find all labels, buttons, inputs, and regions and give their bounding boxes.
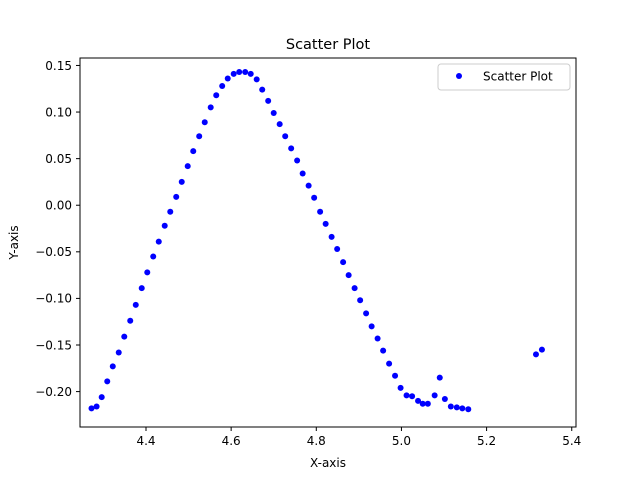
data-point (270, 109, 277, 116)
data-point (282, 133, 289, 140)
data-point (415, 397, 422, 404)
data-point (219, 82, 226, 89)
data-point (93, 403, 100, 410)
data-point (436, 374, 443, 381)
data-point (322, 220, 329, 227)
x-axis-ticks: 4.4 4.6 4.8 5.0 5.2 5.4 (136, 427, 581, 448)
data-point (459, 405, 466, 412)
data-point (236, 68, 243, 75)
data-point (288, 145, 295, 152)
data-point (368, 323, 375, 330)
x-tick-label: 4.4 (136, 434, 155, 448)
data-point (392, 372, 399, 379)
chart-title: Scatter Plot (286, 37, 371, 53)
data-point (380, 347, 387, 354)
data-point (178, 178, 185, 185)
plot-area-frame (79, 57, 577, 428)
y-tick-label: 0.10 (45, 105, 72, 119)
legend-entry-label: Scatter Plot (483, 70, 553, 84)
legend: Scatter Plot (437, 63, 571, 91)
data-point (98, 394, 105, 401)
data-point (351, 285, 358, 292)
data-point (305, 182, 312, 189)
y-tick-label: 0.15 (45, 59, 72, 73)
points-layer (88, 68, 545, 413)
data-point (155, 238, 162, 245)
data-point (265, 97, 272, 104)
data-point (357, 297, 364, 304)
data-point (340, 259, 347, 266)
y-tick-label: −0.05 (35, 245, 72, 259)
legend-marker (456, 73, 462, 79)
data-point (144, 269, 151, 276)
data-point (441, 396, 448, 403)
data-point (207, 104, 214, 111)
data-point (224, 75, 231, 82)
data-point (184, 163, 191, 170)
data-point (345, 272, 352, 279)
data-point (403, 392, 410, 399)
data-point (196, 133, 203, 140)
data-point (317, 208, 324, 215)
y-axis-label: Y-axis (7, 225, 21, 260)
data-point (167, 208, 174, 215)
data-point (230, 70, 237, 77)
data-point (190, 148, 197, 155)
data-point (532, 351, 539, 358)
x-tick-label: 5.4 (562, 434, 581, 448)
x-tick-label: 4.8 (307, 434, 326, 448)
data-point (334, 246, 341, 253)
data-point (276, 121, 283, 128)
y-tick-label: −0.10 (35, 292, 72, 306)
data-point (150, 253, 157, 260)
data-point (431, 392, 438, 399)
data-point (259, 86, 266, 93)
data-point (299, 170, 306, 177)
y-tick-label: 0.05 (45, 152, 72, 166)
data-point (247, 70, 254, 77)
data-point (311, 194, 318, 201)
data-point (104, 378, 111, 385)
y-axis-ticks: −0.20 −0.15 −0.10 −0.05 0.00 0.05 0.10 0.15 (35, 59, 80, 399)
data-point (115, 349, 122, 356)
data-point (253, 76, 260, 83)
data-point (453, 404, 460, 411)
data-point (424, 400, 431, 407)
data-point (374, 335, 381, 342)
y-tick-label: 0.00 (45, 199, 72, 213)
data-point (409, 393, 416, 400)
data-point (127, 317, 134, 324)
legend-box (437, 63, 571, 91)
y-tick-label: −0.15 (35, 338, 72, 352)
x-tick-label: 5.0 (392, 434, 411, 448)
data-point (538, 346, 545, 353)
x-axis-label: X-axis (310, 456, 346, 470)
data-point (132, 301, 139, 308)
data-point (419, 400, 426, 407)
data-point (201, 119, 208, 126)
data-point (328, 233, 335, 240)
data-point (386, 360, 393, 367)
data-point (213, 92, 220, 99)
data-point (242, 68, 249, 75)
data-point (173, 193, 180, 200)
data-point (465, 406, 472, 413)
data-point (161, 222, 168, 229)
x-tick-label: 4.6 (222, 434, 241, 448)
data-point (397, 384, 404, 391)
x-tick-label: 5.2 (477, 434, 496, 448)
y-tick-label: −0.20 (35, 385, 72, 399)
data-point (363, 310, 370, 317)
data-point (109, 363, 116, 370)
data-point (88, 405, 95, 412)
data-point (138, 285, 145, 292)
data-point (447, 403, 454, 410)
data-point (121, 333, 128, 340)
data-point (294, 157, 301, 164)
